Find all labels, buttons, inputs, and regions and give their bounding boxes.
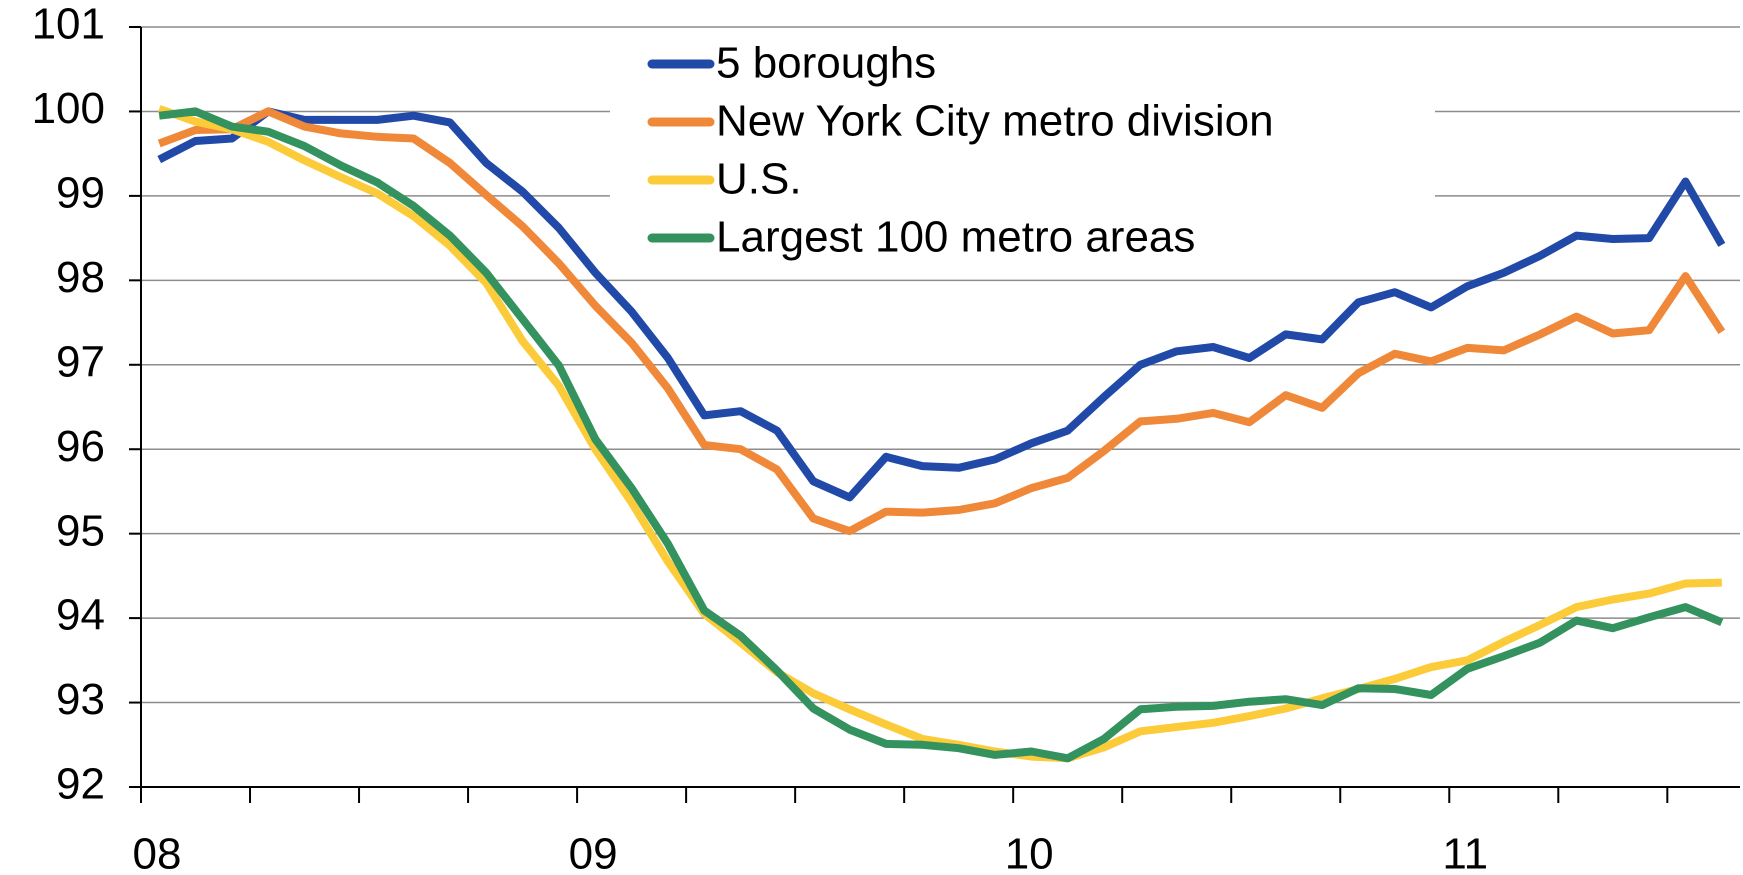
series-line <box>157 105 1722 763</box>
legend: 5 boroughs New York City metro division U.… <box>610 39 1435 267</box>
legend-label: Largest 100 metro areas <box>716 213 1195 262</box>
legend-label: U.S. <box>716 155 802 204</box>
series-line <box>158 107 1724 763</box>
y-tick-label: 93 <box>56 675 105 724</box>
x-tick-label: 10 <box>1005 830 1054 875</box>
y-tick-label: 101 <box>32 0 105 49</box>
x-tick-label: 09 <box>569 830 618 875</box>
y-tick-label: 98 <box>56 253 105 302</box>
x-tick-label: 11 <box>1442 830 1488 875</box>
y-tick-label: 92 <box>56 760 105 809</box>
y-tick-label: 95 <box>56 506 105 555</box>
series-line <box>157 107 1726 502</box>
y-tick-label: 94 <box>56 591 105 640</box>
y-tick-label: 100 <box>32 84 105 133</box>
series-line <box>157 107 1726 536</box>
x-tick-label: 08 <box>133 830 182 875</box>
y-tick-label: 96 <box>56 422 105 471</box>
legend-label: 5 boroughs <box>716 39 936 88</box>
legend-label: New York City metro division <box>716 97 1274 146</box>
y-tick-label: 97 <box>56 337 105 386</box>
y-tick-label: 99 <box>56 169 105 218</box>
legend-box <box>610 42 1435 267</box>
